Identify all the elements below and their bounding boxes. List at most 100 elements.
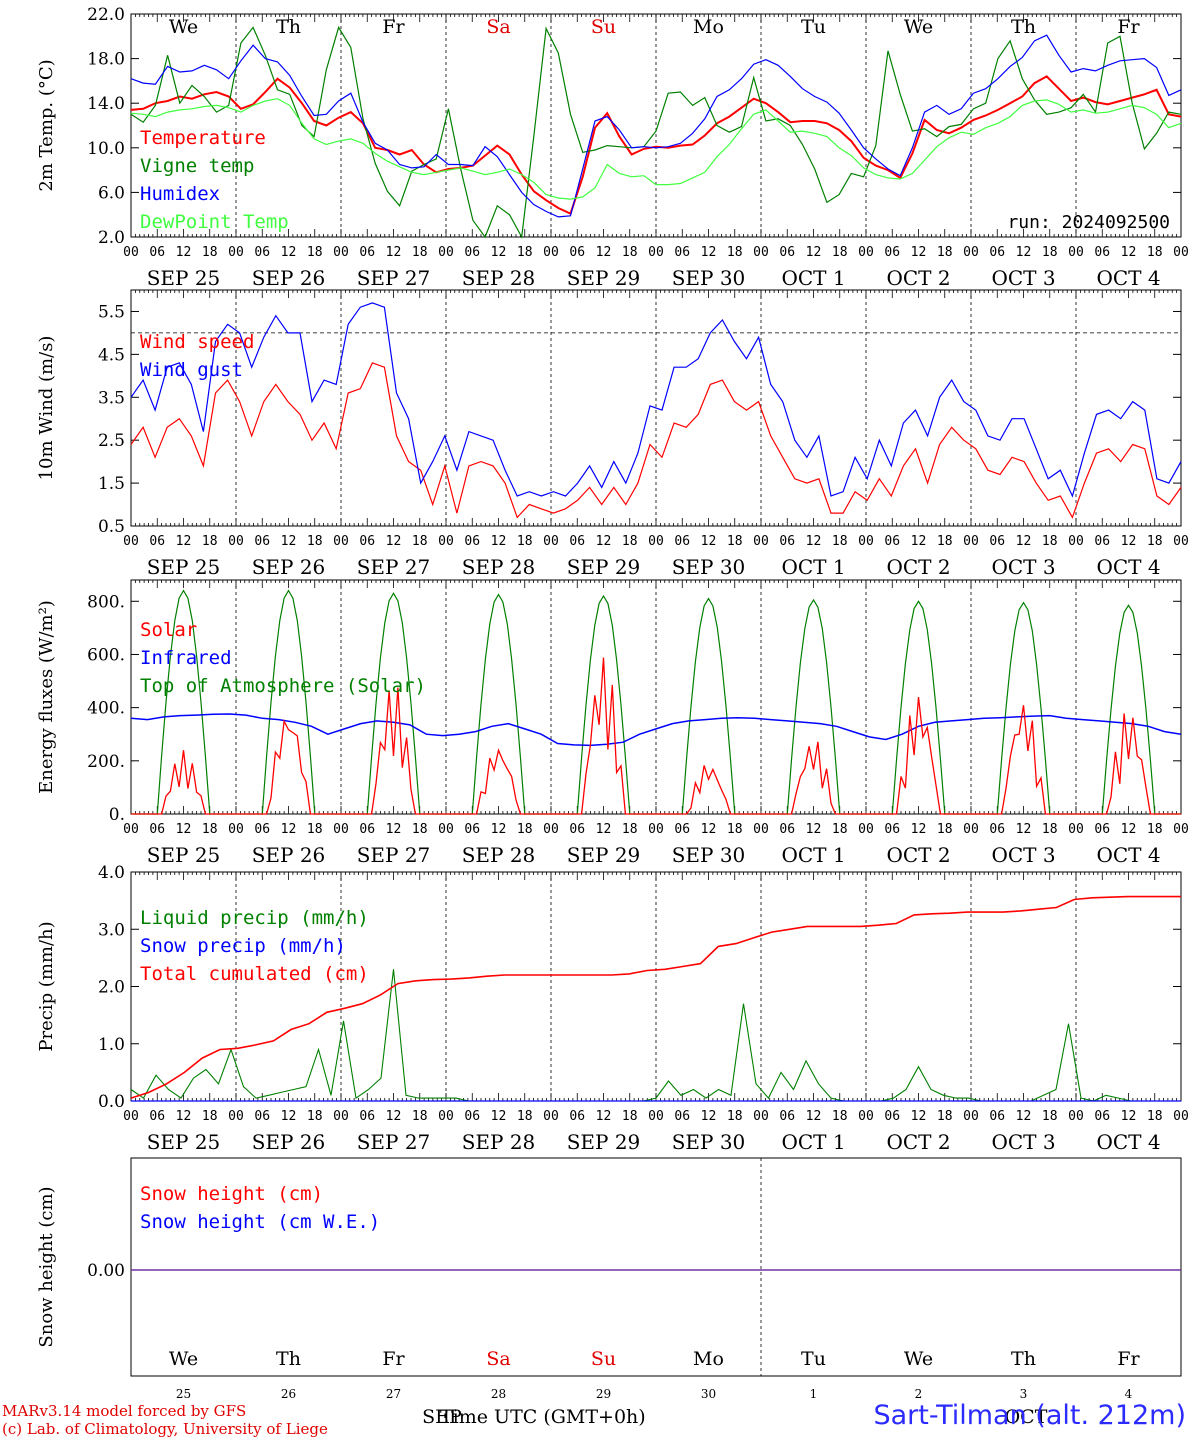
weekday-label-top: We <box>169 16 198 38</box>
series-line-total-cumulated <box>130 895 1181 1099</box>
hour-tick-label: 12 <box>386 534 402 549</box>
day-label: OCT 1 <box>781 1130 845 1154</box>
hour-tick-label: 18 <box>727 534 743 549</box>
hour-tick-label: 18 <box>832 822 848 837</box>
hour-tick-label: 12 <box>806 534 822 549</box>
hour-tick-label: 06 <box>674 822 690 837</box>
hour-tick-label: 06 <box>359 1109 375 1124</box>
hour-tick-label: 00 <box>123 822 139 837</box>
location-title: Sart-Tilman (alt. 212m) <box>873 1400 1186 1431</box>
weekday-label-top: Fr <box>1117 16 1140 38</box>
y-tick-label: 0.00 <box>87 1261 125 1281</box>
hour-tick-label: 06 <box>464 1109 480 1124</box>
panel-frame-1 <box>130 13 1182 238</box>
hour-tick-label: 00 <box>963 822 979 837</box>
hour-tick-label: 12 <box>491 822 507 837</box>
hour-tick-label: 12 <box>1121 1109 1137 1124</box>
day-label: SEP 27 <box>357 843 431 867</box>
hour-tick-label: 12 <box>806 245 822 260</box>
hour-tick-label: 18 <box>307 1109 323 1124</box>
day-label: SEP 29 <box>567 555 641 579</box>
weekday-label-bottom: Su <box>591 1348 616 1370</box>
hour-tick-label: 18 <box>1042 822 1058 837</box>
hour-tick-label: 12 <box>281 822 297 837</box>
y-tick-label: 800. <box>87 592 125 612</box>
hour-tick-label: 18 <box>202 1109 218 1124</box>
y-tick-label: 600. <box>87 645 125 665</box>
hour-tick-label: 12 <box>911 822 927 837</box>
hour-tick-label: 12 <box>281 534 297 549</box>
legend-entry: Top of Atmosphere (Solar) <box>140 675 426 697</box>
hour-tick-label: 18 <box>412 245 428 260</box>
hour-tick-label: 18 <box>517 245 533 260</box>
hour-tick-label: 00 <box>438 534 454 549</box>
day-number-label: 3 <box>1020 1387 1028 1401</box>
weekday-label-bottom: We <box>169 1348 198 1370</box>
hour-tick-label: 00 <box>648 534 664 549</box>
legend-entry: Temperature <box>140 127 266 149</box>
y-tick-label: 10.0 <box>87 139 125 159</box>
day-number-label: 26 <box>281 1387 296 1401</box>
hour-tick-label: 06 <box>989 534 1005 549</box>
day-label: SEP 29 <box>567 1130 641 1154</box>
day-label: OCT 4 <box>1096 843 1160 867</box>
hour-tick-label: 12 <box>176 245 192 260</box>
weekday-label-top: We <box>904 16 933 38</box>
hour-tick-label: 18 <box>937 534 953 549</box>
hour-tick-label: 00 <box>753 1109 769 1124</box>
hour-tick-label: 06 <box>779 822 795 837</box>
hour-tick-label: 00 <box>1068 534 1084 549</box>
copyright-credit: (c) Lab. of Climatology, University of L… <box>2 1420 328 1438</box>
hour-tick-label: 18 <box>202 245 218 260</box>
legend-entry: Humidex <box>140 183 220 205</box>
weekday-label-bottom: Th <box>276 1348 301 1370</box>
hour-tick-label: 18 <box>622 245 638 260</box>
hour-tick-label: 18 <box>937 822 953 837</box>
weekday-label-bottom: We <box>904 1348 933 1370</box>
hour-tick-label: 12 <box>1121 245 1137 260</box>
hour-tick-label: 18 <box>832 245 848 260</box>
hour-tick-label: 18 <box>1147 245 1163 260</box>
day-number-label: 4 <box>1125 1387 1133 1401</box>
panel-frame-5 <box>130 1157 1182 1377</box>
hour-tick-label: 00 <box>1068 822 1084 837</box>
hour-tick-label: 00 <box>1173 822 1189 837</box>
hour-tick-label: 00 <box>333 534 349 549</box>
y-tick-label: 2.0 <box>98 978 125 998</box>
legend-entry: Snow height (cm W.E.) <box>140 1211 380 1233</box>
weekday-label-top: Fr <box>382 16 405 38</box>
hour-tick-label: 06 <box>569 1109 585 1124</box>
day-label: OCT 4 <box>1096 1130 1160 1154</box>
hour-tick-label: 00 <box>963 1109 979 1124</box>
hour-tick-label: 12 <box>491 1109 507 1124</box>
y-tick-label: 3.5 <box>98 388 125 408</box>
day-label: OCT 3 <box>991 843 1055 867</box>
legend-entry: Total cumulated (cm) <box>140 963 369 985</box>
hour-tick-label: 12 <box>911 245 927 260</box>
y-tick-label: 4.5 <box>98 345 125 365</box>
weekday-label-top: Tu <box>801 16 826 38</box>
hour-tick-label: 12 <box>1016 822 1032 837</box>
hour-tick-label: 18 <box>622 822 638 837</box>
weekday-label-bottom: Fr <box>382 1348 405 1370</box>
y-tick-label: 4.0 <box>98 863 125 883</box>
hour-tick-label: 00 <box>753 534 769 549</box>
y-axis-label: 10m Wind (m/s) <box>36 336 57 481</box>
weekday-label-top: Su <box>591 16 616 38</box>
hour-tick-label: 06 <box>1094 534 1110 549</box>
day-label: SEP 25 <box>147 843 221 867</box>
hour-tick-label: 18 <box>517 534 533 549</box>
series-line-humidex <box>130 34 1182 218</box>
series-line-dewpoint-temp <box>130 98 1182 200</box>
hour-tick-label: 00 <box>123 1109 139 1124</box>
hour-tick-label: 06 <box>359 822 375 837</box>
hour-tick-label: 12 <box>596 822 612 837</box>
hour-tick-label: 00 <box>438 822 454 837</box>
hour-tick-label: 06 <box>674 245 690 260</box>
hour-tick-label: 06 <box>254 245 270 260</box>
hour-tick-label: 00 <box>753 822 769 837</box>
hour-tick-label: 06 <box>989 822 1005 837</box>
day-label: OCT 2 <box>886 555 950 579</box>
hour-tick-label: 00 <box>333 1109 349 1124</box>
hour-tick-label: 12 <box>386 822 402 837</box>
